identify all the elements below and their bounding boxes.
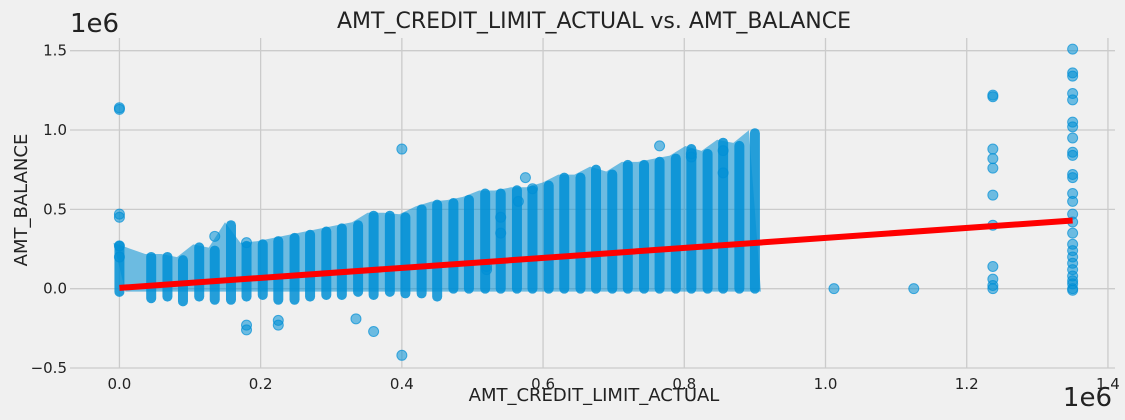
y-offset-label: 1e6 — [70, 9, 119, 39]
y-tick-label: 0.5 — [43, 200, 67, 218]
scatter-point — [685, 151, 697, 163]
fit-line-layer — [119, 217, 1073, 291]
scatter-point — [717, 167, 729, 179]
scatter-point — [1067, 172, 1079, 184]
scatter-point — [1067, 195, 1079, 207]
scatter-point — [987, 283, 999, 295]
y-axis-title: AMT_BALANCE — [11, 134, 32, 267]
x-tick-label: 0.0 — [107, 375, 131, 393]
scatter-point — [396, 349, 408, 361]
scatter-points — [113, 43, 1079, 361]
scatter-point — [519, 172, 531, 184]
scatter-point — [987, 91, 999, 103]
x-tick-label: 0.2 — [249, 375, 273, 393]
x-tick-label: 0.6 — [531, 375, 555, 393]
scatter-point — [113, 103, 125, 115]
scatter-point — [1067, 149, 1079, 161]
scatter-point — [987, 143, 999, 155]
scatter-point — [526, 183, 538, 195]
scatter-point — [113, 211, 125, 223]
y-tick-label: 0.0 — [43, 280, 67, 298]
scatter-point — [396, 143, 408, 155]
y-tick-label: 1.0 — [43, 121, 67, 139]
scatter-point — [987, 260, 999, 272]
regression-line — [119, 217, 1073, 291]
scatter-point — [1067, 70, 1079, 82]
scatter-point — [1067, 227, 1079, 239]
x-axis-title: AMT_CREDIT_LIMIT_ACTUAL — [469, 385, 720, 406]
scatter-point — [209, 230, 221, 242]
x-tick-labels: 0.0 0.2 0.4 0.6 0.8 1.0 1.2 1.4 — [107, 375, 1119, 393]
scatter-point — [717, 145, 729, 157]
scatter-point — [1067, 121, 1079, 133]
chart-title: AMT_CREDIT_LIMIT_ACTUAL vs. AMT_BALANCE — [337, 9, 851, 34]
scatter-point — [1067, 284, 1079, 296]
scatter-point — [350, 313, 362, 325]
scatter-point — [987, 189, 999, 201]
x-tick-label: 0.4 — [390, 375, 414, 393]
scatter-point — [828, 283, 840, 295]
scatter-point — [368, 326, 380, 338]
scatter-point — [654, 140, 666, 152]
scatter-point — [241, 324, 253, 336]
x-tick-label: 1.4 — [1096, 375, 1120, 393]
x-tick-label: 1.0 — [814, 375, 838, 393]
y-tick-labels: −0.5 0.0 0.5 1.0 1.5 — [31, 42, 67, 377]
scatter-point — [241, 237, 253, 249]
scatter-point — [1067, 94, 1079, 106]
scatter-point — [1067, 132, 1079, 144]
scatter-point — [272, 319, 284, 331]
y-tick-label: −0.5 — [31, 359, 67, 377]
scatter-point — [495, 211, 507, 223]
scatter-point — [495, 227, 507, 239]
scatter-point — [987, 162, 999, 174]
scatter-point — [908, 283, 920, 295]
scatter-point — [113, 251, 125, 263]
y-tick-label: 1.5 — [43, 42, 67, 60]
x-tick-label: 1.2 — [955, 375, 979, 393]
scatter-point — [1067, 43, 1079, 55]
scatter-point — [512, 195, 524, 207]
x-tick-label: 0.8 — [672, 375, 696, 393]
scatter-point — [113, 240, 125, 252]
x-offset-label: 1e6 — [1063, 383, 1112, 413]
scatter-point — [987, 153, 999, 165]
